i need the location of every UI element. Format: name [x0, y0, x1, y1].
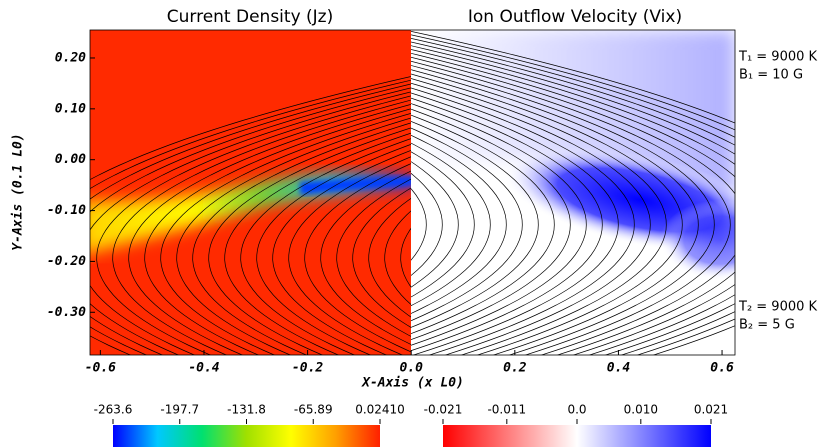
field-line	[411, 45, 735, 355]
field-line	[96, 95, 411, 355]
field-line	[144, 108, 411, 355]
colorbar	[443, 425, 711, 447]
field-line	[288, 156, 411, 355]
field-line	[411, 127, 523, 322]
x-tick-label: -0.4	[188, 361, 219, 376]
y-tick-label: 0.20	[55, 50, 86, 65]
field-line	[411, 56, 735, 355]
y-tick-label: 0.00	[55, 152, 86, 167]
x-tick-label: 0.6	[710, 361, 734, 376]
field-line	[352, 187, 411, 328]
field-line	[411, 69, 699, 355]
plot-frame	[89, 29, 736, 356]
colorbar-tick-label: -0.011	[487, 403, 526, 417]
field-line	[411, 103, 587, 346]
annotation: B₂ = 5 G	[739, 318, 795, 333]
field-lines-right	[411, 30, 735, 355]
field-lines	[90, 30, 735, 355]
field-line	[112, 99, 411, 355]
field-line	[411, 82, 651, 355]
field-line	[224, 132, 411, 355]
field-line	[411, 121, 539, 328]
field-line	[176, 117, 411, 355]
panel-title: Current Density (Jz)	[167, 7, 334, 27]
field-line	[411, 60, 731, 355]
field-line	[411, 97, 603, 352]
field-line	[411, 108, 571, 341]
field-line	[411, 151, 475, 298]
field-line	[411, 78, 667, 355]
colorbar	[113, 425, 380, 447]
colorbar-tick-label: -263.6	[94, 403, 133, 417]
field-line	[411, 188, 427, 261]
field-line	[304, 163, 411, 353]
field-line	[411, 49, 735, 355]
field-line	[320, 170, 411, 345]
field-line	[411, 161, 459, 288]
annotation: B₁ = 10 G	[739, 68, 803, 83]
colorbar-tick-label: 0.021	[694, 403, 728, 417]
colorbar-tick-label: -197.7	[160, 403, 199, 417]
field-line	[411, 134, 507, 314]
field-line	[90, 91, 411, 355]
annotation: T₂ = 9000 K	[738, 300, 818, 315]
field-line	[192, 122, 411, 355]
field-line	[411, 38, 735, 355]
annotation: T₁ = 9000 K	[738, 50, 818, 65]
field-line	[411, 92, 619, 355]
field-line	[208, 127, 411, 355]
y-axis-label: Y-Axis (0.1 L0)	[11, 133, 26, 250]
field-line	[411, 142, 491, 307]
y-tick-label: -0.20	[47, 254, 86, 269]
field-line	[411, 73, 683, 355]
field-line	[128, 103, 411, 355]
colorbar-tick-label: -131.8	[227, 403, 266, 417]
x-tick-label: 0.0	[399, 361, 423, 376]
colorbar-tick-label: 0.010	[624, 403, 658, 417]
colorbar-tick-label: 0.0	[567, 403, 586, 417]
colorbar-tick-label: -65.89	[294, 403, 333, 417]
x-tick-label: 0.2	[503, 361, 527, 376]
field-line	[411, 52, 735, 355]
field-line	[272, 150, 411, 355]
field-line	[160, 112, 411, 355]
left-field	[90, 30, 411, 355]
y-tick-label: -0.10	[47, 203, 86, 218]
field-line	[411, 34, 735, 355]
x-tick-label: 0.4	[607, 361, 631, 376]
field-lines-left	[90, 76, 411, 355]
field-line	[411, 172, 443, 276]
colorbar-tick-label: 0.02410	[355, 403, 405, 417]
field-line	[336, 178, 411, 337]
x-tick-label: -0.6	[85, 361, 116, 376]
field-line	[240, 138, 411, 355]
y-tick-label: 0.10	[55, 101, 86, 116]
field-line	[411, 41, 735, 355]
field-line	[411, 114, 555, 335]
field-line	[368, 197, 411, 318]
field-line	[411, 30, 735, 355]
x-tick-label: -0.2	[292, 361, 323, 376]
field-line	[90, 87, 411, 355]
field-line	[90, 83, 411, 355]
colorbar-tick-label: -0.021	[424, 403, 463, 417]
field-line	[256, 143, 411, 355]
y-tick-label: -0.30	[47, 305, 86, 320]
field-line	[411, 65, 715, 355]
x-axis-label: X-Axis (x L0)	[361, 376, 464, 391]
panel-title: Ion Outflow Velocity (Vix)	[468, 7, 682, 27]
field-line	[411, 87, 635, 355]
